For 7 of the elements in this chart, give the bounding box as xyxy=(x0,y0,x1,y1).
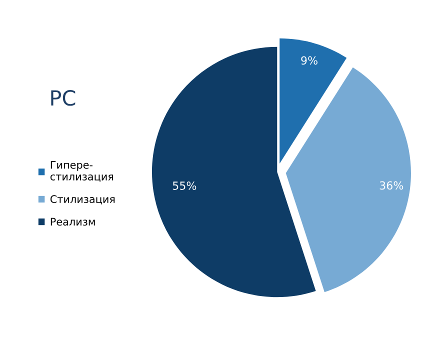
data-label: 9% xyxy=(301,56,318,65)
legend-label: Гипере- стилизация xyxy=(50,161,114,182)
legend-label: Реализм xyxy=(50,218,95,226)
text: PC xyxy=(51,90,76,106)
data-label: 36% xyxy=(380,181,404,190)
legend-label: Стилизация xyxy=(50,195,115,204)
data-label: 55% xyxy=(172,182,196,190)
